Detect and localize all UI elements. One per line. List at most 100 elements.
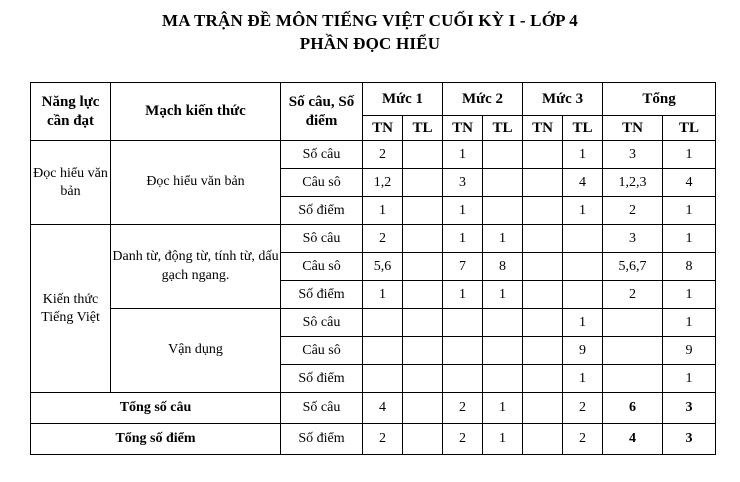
matrix-cell: 5,6 <box>362 252 403 281</box>
document-title-line1: MA TRẬN ĐỀ MÔN TIẾNG VIỆT CUỐI KỲ I - LỚ… <box>162 11 578 30</box>
header-muc2-tn: TN <box>442 115 484 141</box>
matrix-cell <box>401 308 444 337</box>
header-muc3-tn: TN <box>522 115 564 141</box>
matrix-cell: 1 <box>662 280 717 309</box>
header-muc3-tl: TL <box>562 115 604 141</box>
header-muc1-tn: TN <box>362 115 403 141</box>
matrix-cell <box>401 140 444 169</box>
matrix-cell-total: 3 <box>662 423 717 455</box>
matrix-cell <box>401 364 444 393</box>
matrix-cell-total: 6 <box>602 392 664 424</box>
row-label: Sô câu <box>280 308 363 337</box>
table-row: Đọc hiểu văn bản Đọc hiểu văn bản Số câu… <box>30 140 717 225</box>
matrix-cell <box>602 336 664 365</box>
matrix-cell: 1 <box>362 280 403 309</box>
matrix-cell: 2 <box>562 392 604 424</box>
matrix-cell: 4 <box>362 392 403 424</box>
matrix-cell <box>522 423 564 455</box>
matrix-cell <box>482 364 524 393</box>
table-row: Kiến thức Tiếng Việt Danh từ, động từ, t… <box>30 224 717 393</box>
row-label: Số điểm <box>280 196 363 225</box>
matrix-cell: 9 <box>662 336 717 365</box>
mach-danh-tu-dong-tu: Danh từ, động từ, tính từ, dấu gạch ngan… <box>110 224 281 309</box>
matrix-cell: 8 <box>662 252 717 281</box>
matrix-cell: 1 <box>662 196 717 225</box>
matrix-cell <box>522 224 564 253</box>
header-tong-tn: TN <box>602 115 664 141</box>
matrix-cell: 5,6,7 <box>602 252 664 281</box>
matrix-cell <box>522 280 564 309</box>
total-diem-label: Tổng số điểm <box>30 423 281 455</box>
table-row: Câu sô 5,6 7 8 5,6,7 8 <box>31 252 717 281</box>
document-title: MA TRẬN ĐỀ MÔN TIẾNG VIỆT CUỐI KỲ I - LỚ… <box>0 9 740 55</box>
matrix-cell <box>522 168 564 197</box>
mach-van-dung: Vận dụng <box>110 308 281 393</box>
matrix-cell: 2 <box>562 423 604 455</box>
matrix-cell: 2 <box>362 423 403 455</box>
matrix-cell: 1 <box>482 423 524 455</box>
matrix-cell: 1 <box>562 364 604 393</box>
matrix-cell: 2 <box>362 140 403 169</box>
matrix-cell <box>522 336 564 365</box>
table-row: Số điểm 1 1 <box>31 364 717 393</box>
matrix-cell: 1 <box>662 140 717 169</box>
matrix-cell <box>401 252 444 281</box>
matrix-cell: 2 <box>442 392 484 424</box>
matrix-cell <box>401 336 444 365</box>
total-cau-label: Tổng số câu <box>30 392 281 424</box>
matrix-cell: 1,2 <box>362 168 403 197</box>
matrix-cell: 1 <box>442 280 484 309</box>
matrix-cell <box>522 392 564 424</box>
matrix-cell <box>522 140 564 169</box>
matrix-cell <box>442 308 484 337</box>
matrix-cell <box>522 252 564 281</box>
matrix-cell-total: 4 <box>602 423 664 455</box>
matrix-cell: 3 <box>602 140 664 169</box>
matrix-cell <box>522 196 564 225</box>
matrix-cell <box>362 308 403 337</box>
row-label: Số điểm <box>280 280 363 309</box>
matrix-cell: 2 <box>602 196 664 225</box>
matrix-cell: 1 <box>482 224 524 253</box>
matrix-cell <box>522 308 564 337</box>
matrix-cell: 1 <box>362 196 403 225</box>
row-label: Câu sô <box>280 336 363 365</box>
matrix-cell <box>522 364 564 393</box>
header-nang-luc: Năng lực cần đạt <box>30 82 111 141</box>
row-label: Số câu <box>280 140 363 169</box>
header-muc-2: Mức 2 <box>442 82 524 116</box>
row-label: Số điểm <box>280 423 363 455</box>
matrix-cell: 7 <box>442 252 484 281</box>
matrix-cell: 1 <box>562 196 604 225</box>
header-so-cau-so-diem: Số câu, Số điểm <box>280 82 363 141</box>
matrix-cell: 1 <box>482 280 524 309</box>
matrix-cell <box>442 336 484 365</box>
matrix-cell <box>401 196 444 225</box>
matrix-cell: 1 <box>662 308 717 337</box>
mach-doc-hieu-van-ban: Đọc hiểu văn bản <box>110 140 281 225</box>
matrix-cell <box>401 280 444 309</box>
matrix-cell: 1 <box>442 224 484 253</box>
matrix-cell <box>482 168 524 197</box>
matrix-cell <box>482 336 524 365</box>
header-muc2-tl: TL <box>482 115 524 141</box>
matrix-cell <box>401 423 444 455</box>
matrix-cell: 3 <box>442 168 484 197</box>
matrix-cell-total: 3 <box>662 392 717 424</box>
row-label: Sô câu <box>280 224 363 253</box>
table-row: Câu sô 1,2 3 4 1,2,3 4 <box>31 168 717 197</box>
matrix-cell <box>362 364 403 393</box>
matrix-cell: 1 <box>442 140 484 169</box>
row-label: Câu sô <box>280 168 363 197</box>
matrix-cell: 1 <box>562 308 604 337</box>
matrix-cell: 1 <box>662 224 717 253</box>
header-tong: Tổng <box>602 82 717 116</box>
row-label: Số câu <box>280 392 363 424</box>
matrix-cell: 4 <box>662 168 717 197</box>
nang-luc-kien-thuc-tieng-viet: Kiến thức Tiếng Việt <box>30 224 111 393</box>
matrix-cell: 2 <box>362 224 403 253</box>
matrix-cell <box>482 196 524 225</box>
matrix-cell: 8 <box>482 252 524 281</box>
table-row: Vận dụng Sô câu 1 1 <box>31 308 717 393</box>
header-tong-tl: TL <box>662 115 717 141</box>
